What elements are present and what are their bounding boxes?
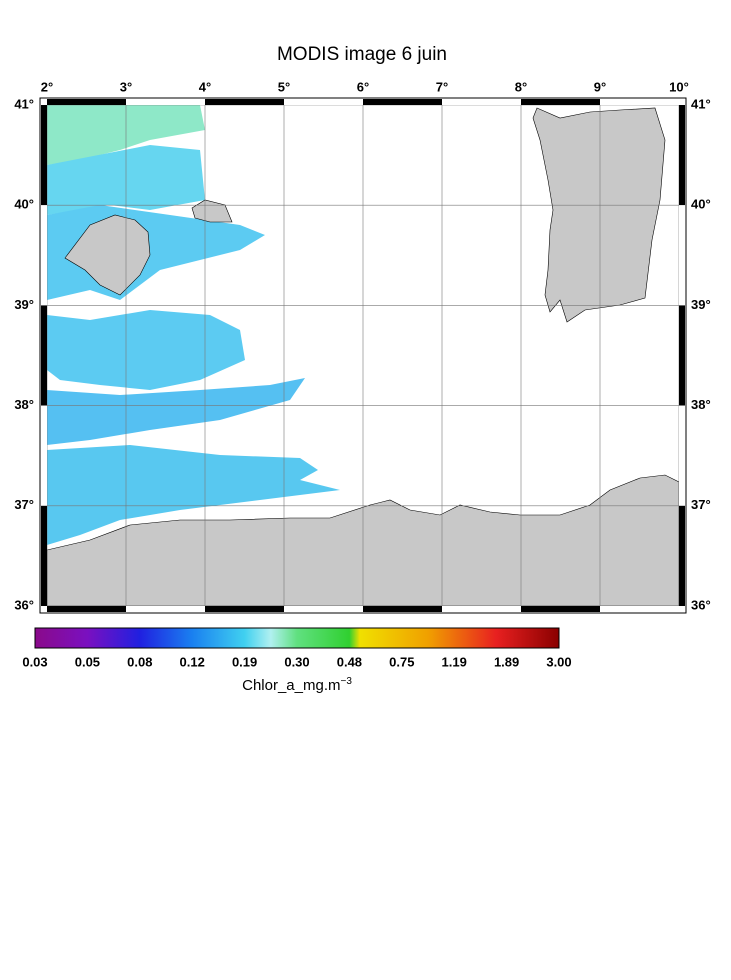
frame-segment [126,606,205,612]
map-content [47,105,679,606]
colorbar [34,627,560,649]
frame-segment [284,99,363,105]
latitude-label: 38° [691,397,711,412]
frame-segment [47,606,126,612]
latitude-label: 41° [14,96,34,111]
unit-exponent: −3 [340,676,352,687]
colorbar-label: 0.05 [75,654,100,669]
frame-segment [205,99,284,105]
frame-segment [600,606,679,612]
longitude-label: 6° [357,79,369,94]
graticule [47,105,679,606]
chlorophyll-patch [47,310,245,390]
longitude-label: 7° [436,79,448,94]
chlorophyll-patch [47,378,305,445]
frame-segment [363,99,442,105]
latitude-label: 40° [691,197,711,212]
mallorca [64,214,151,296]
latitude-label: 36° [691,597,711,612]
longitude-label: 4° [199,79,211,94]
colorbar-label: 1.19 [442,654,467,669]
frame-segment [284,606,363,612]
latitude-label: 39° [691,297,711,312]
colorbar-label: 0.08 [127,654,152,669]
latitude-label: 37° [691,497,711,512]
longitude-label: 5° [278,79,290,94]
frame-segment [679,305,685,406]
frame-segment [679,205,685,306]
frame-segment [41,205,47,306]
colorbar-label: 0.12 [180,654,205,669]
longitude-label: 8° [515,79,527,94]
longitude-label: 9° [594,79,606,94]
colorbar-label: 0.48 [337,654,362,669]
colorbar-unit: Chlor_a_mg.m−3 [242,676,352,694]
latitude-label: 37° [14,497,34,512]
frame-segment [600,99,679,105]
frame-segment [521,606,600,612]
frame-segment [521,99,600,105]
frame-segment [679,405,685,506]
frame-segment [442,99,521,105]
frame-segment [41,505,47,606]
unit-text: Chlor_a_mg.m [242,677,340,694]
map-title: MODIS image 6 juin [277,44,447,65]
colorbar-label: 3.00 [546,654,571,669]
colorbar-label: 0.19 [232,654,257,669]
frame-segment [41,305,47,406]
latitude-label: 41° [691,96,711,111]
latitude-label: 39° [14,297,34,312]
frame-segment [363,606,442,612]
colorbar-label: 0.03 [22,654,47,669]
frame-segment [442,606,521,612]
colorbar-label: 0.75 [389,654,414,669]
frame-segment [126,99,205,105]
frame-segment [47,99,126,105]
frame-segment [205,606,284,612]
latitude-label: 38° [14,397,34,412]
sardinia [532,107,666,323]
frame-segment [41,105,47,206]
longitude-label: 10° [669,79,689,94]
latitude-label: 40° [14,197,34,212]
longitude-label: 2° [41,79,53,94]
colorbar-label: 1.89 [494,654,519,669]
chlorophyll-patch [47,445,340,545]
frame-segment [679,505,685,606]
frame-segment [679,105,685,206]
longitude-label: 3° [120,79,132,94]
frame-segment [41,405,47,506]
latitude-label: 36° [14,597,34,612]
colorbar-label: 0.30 [284,654,309,669]
